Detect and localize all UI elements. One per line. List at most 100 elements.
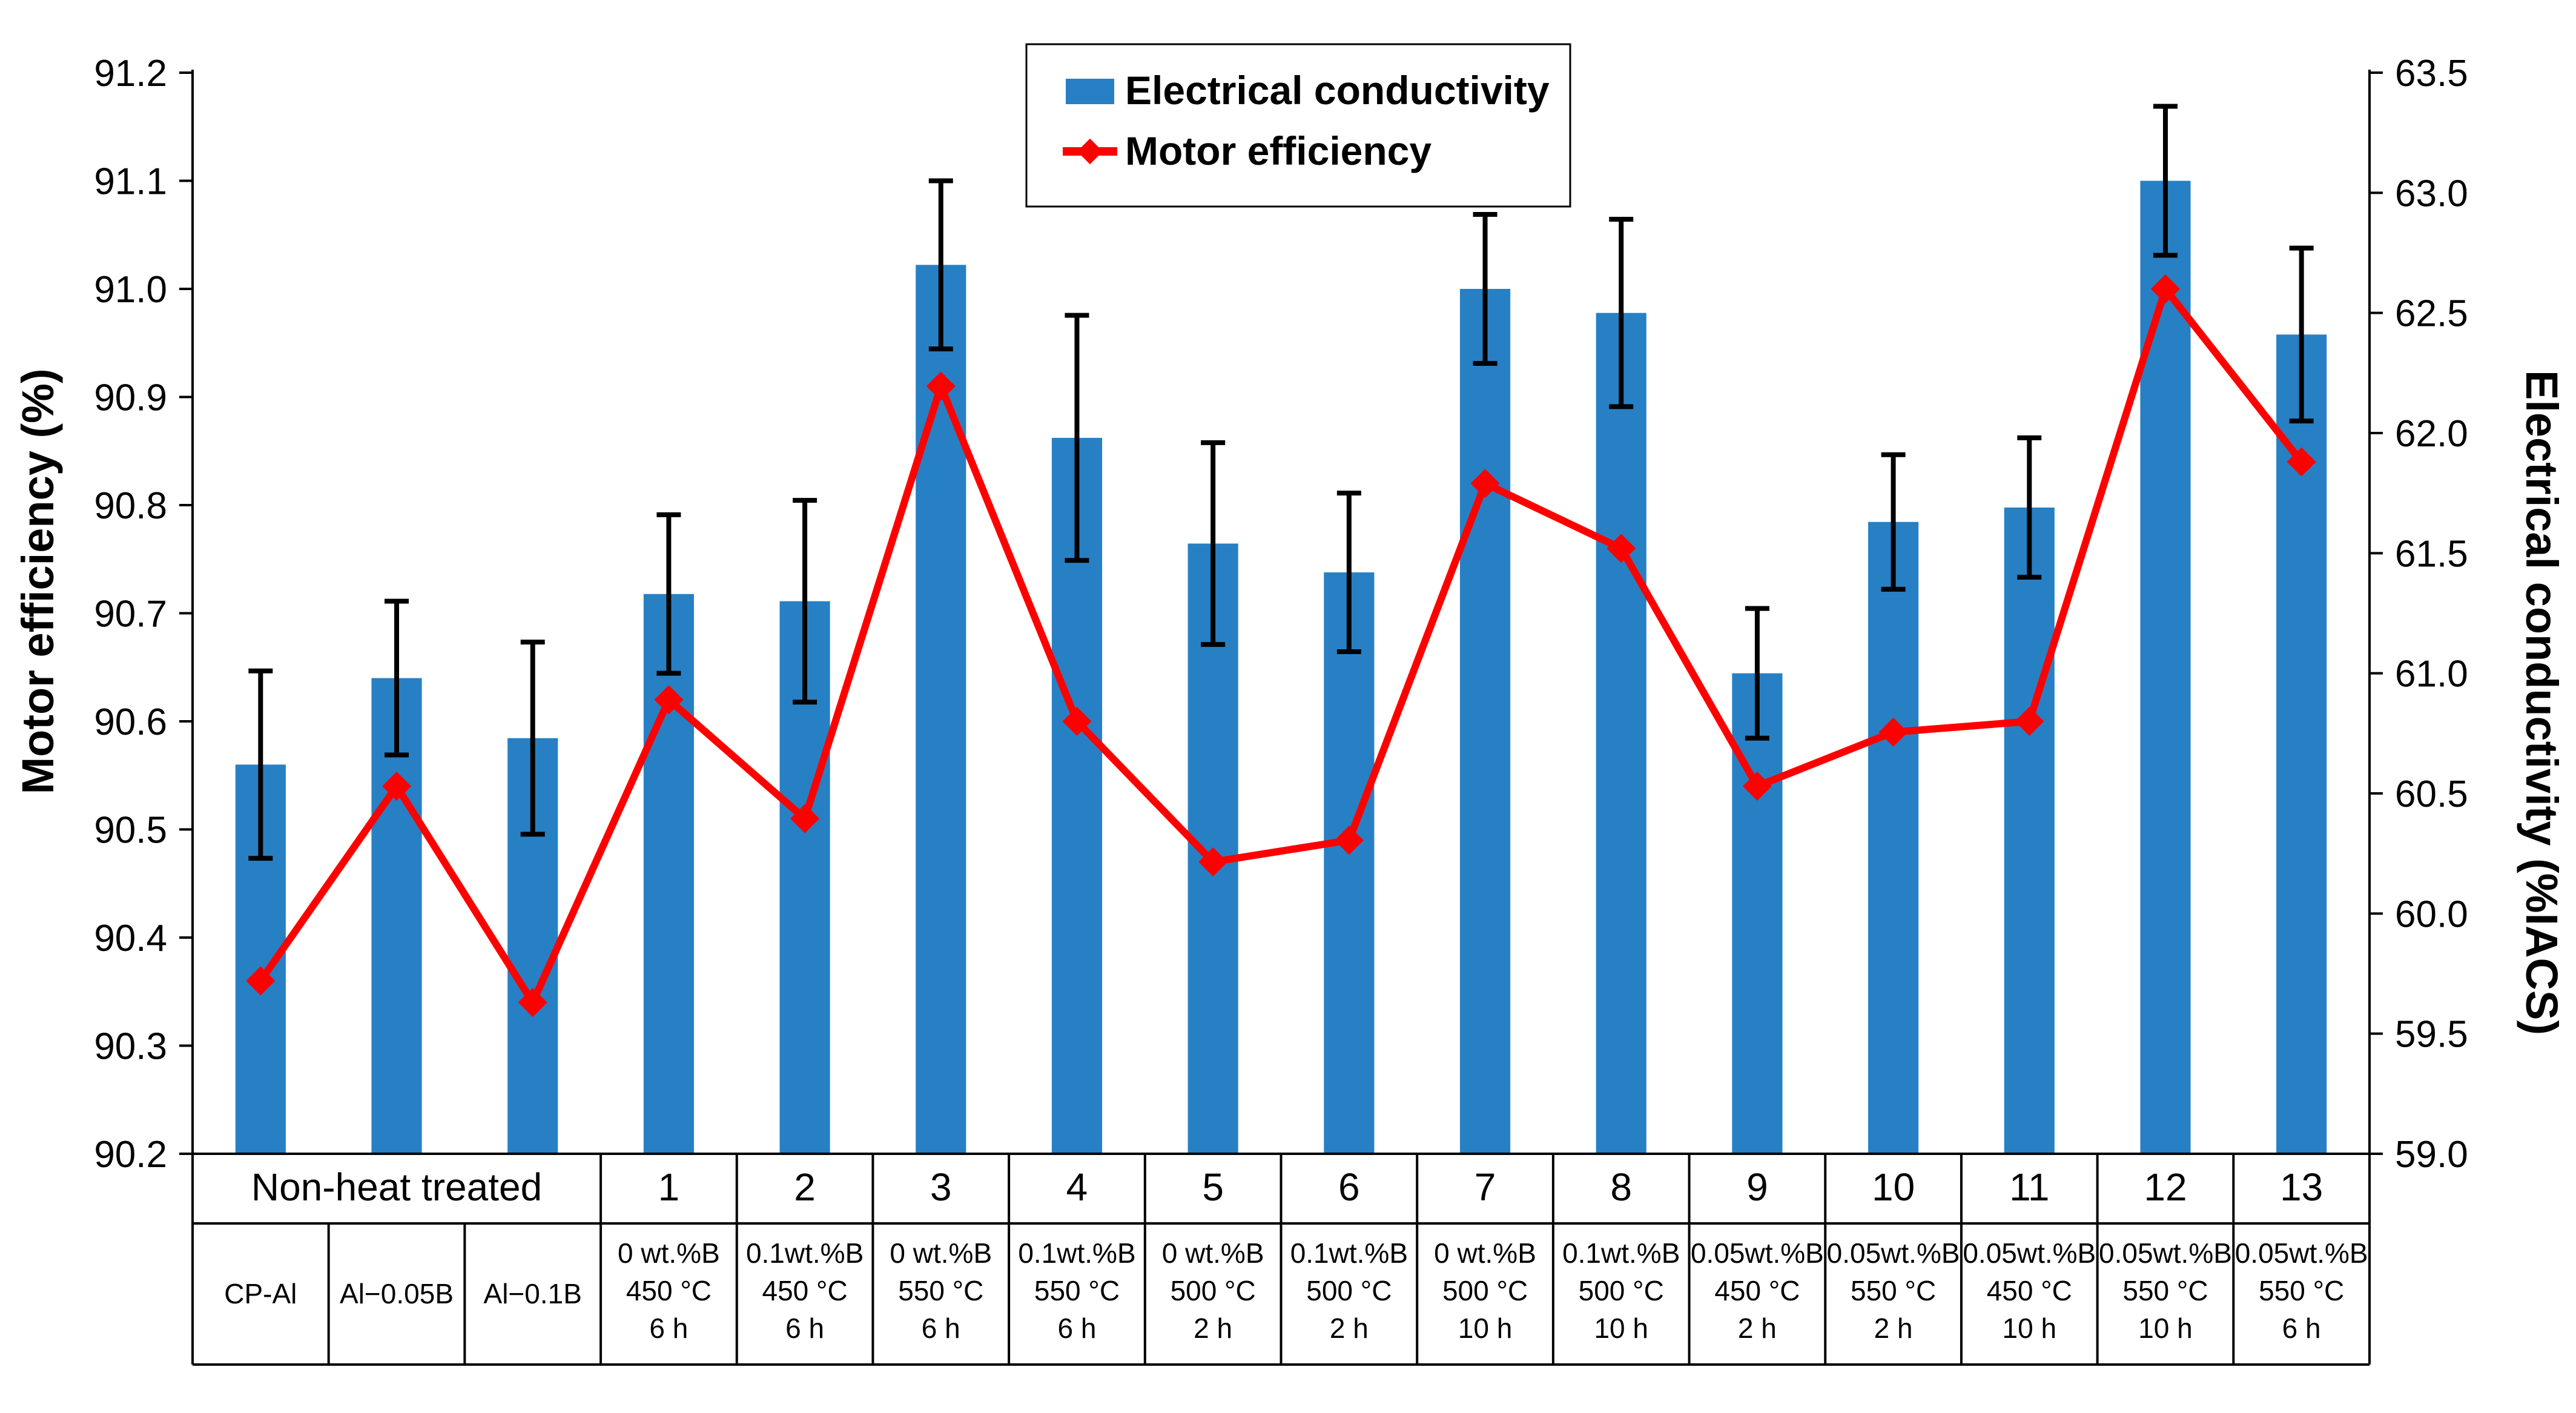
condition-label: 6 h (922, 1312, 960, 1344)
condition-label: 10 h (1458, 1312, 1513, 1344)
efficiency-point (1470, 469, 1500, 498)
condition-label: 450 °C (1714, 1275, 1800, 1306)
sample-number-label: 6 (1338, 1165, 1360, 1209)
legend-box (1025, 43, 1571, 208)
condition-label: 10 h (1594, 1312, 1648, 1344)
sample-number-label: 7 (1475, 1165, 1496, 1209)
condition-label: 0.05wt.%B (2099, 1237, 2232, 1269)
right-tick-label: 60.0 (2395, 893, 2468, 935)
right-tick-label: 59.5 (2395, 1014, 2468, 1056)
condition-label: 0.05wt.%B (1963, 1237, 2096, 1269)
conductivity-bar (643, 594, 694, 1154)
condition-label: 500 °C (1579, 1275, 1664, 1306)
efficiency-point (2015, 706, 2044, 736)
efficiency-point (1742, 772, 1772, 801)
left-tick-label: 90.7 (94, 594, 167, 635)
legend-diamond-marker (1077, 138, 1103, 165)
sample-number-label: 5 (1202, 1165, 1224, 1209)
left-tick-label: 90.4 (94, 918, 167, 959)
sample-number-label: 10 (1872, 1165, 1915, 1209)
condition-label: 550 °C (898, 1275, 983, 1306)
left-tick-label: 91.2 (94, 53, 167, 94)
alloy-label: Al−0.05B (340, 1278, 454, 1309)
condition-label: 550 °C (1034, 1275, 1120, 1306)
left-tick-label: 90.6 (94, 701, 167, 743)
left-tick-label: 91.0 (94, 269, 167, 311)
condition-label: 0.1wt.%B (1018, 1237, 1135, 1269)
sample-number-label: 9 (1746, 1165, 1768, 1209)
sample-number-label: 3 (930, 1165, 952, 1209)
condition-label: 10 h (2003, 1312, 2057, 1344)
condition-label: 550 °C (2259, 1275, 2344, 1306)
condition-label: 0.05wt.%B (1827, 1237, 1960, 1269)
right-tick-label: 62.5 (2395, 293, 2468, 335)
right-tick-label: 60.5 (2395, 773, 2468, 815)
bars-layer (235, 180, 2327, 1154)
sample-number-label: 12 (2144, 1165, 2187, 1209)
condition-label: 10 h (2138, 1312, 2193, 1344)
conductivity-bar (1596, 313, 1646, 1154)
condition-label: 0 wt.%B (1162, 1237, 1264, 1269)
condition-label: 450 °C (762, 1275, 848, 1306)
condition-label: 450 °C (1987, 1275, 2072, 1306)
conductivity-bar (2004, 507, 2055, 1154)
left-tick-label: 90.3 (94, 1026, 167, 1068)
sample-number-label: 2 (794, 1165, 816, 1209)
left-tick-label: 90.5 (94, 810, 167, 852)
right-tick-label: 59.0 (2395, 1134, 2468, 1176)
condition-label: 450 °C (626, 1275, 712, 1306)
right-tick-label: 61.5 (2395, 533, 2468, 575)
efficiency-point (2150, 274, 2181, 304)
conductivity-bar (1732, 673, 1783, 1154)
condition-label: 0.1wt.%B (1562, 1237, 1680, 1269)
condition-label: 0 wt.%B (618, 1237, 720, 1269)
condition-label: 0.05wt.%B (1691, 1237, 1824, 1269)
efficiency-point (1607, 534, 1636, 563)
right-tick-label: 63.5 (2395, 53, 2468, 94)
legend-label-efficiency: Motor efficiency (1125, 128, 1432, 173)
axes-layer: 90.2 90.3 90.4 90.5 90.6 90.7 90.8 90.9 91.0 91.1… (94, 53, 2468, 1176)
condition-label: 500 °C (1171, 1275, 1256, 1306)
legend-bar-swatch (1066, 79, 1114, 104)
condition-label: 0 wt.%B (1434, 1237, 1536, 1269)
legend-label-conductivity: Electrical conductivity (1125, 68, 1550, 113)
efficiency-point (1334, 826, 1364, 855)
sample-number-label: 8 (1610, 1165, 1632, 1209)
right-tick-label: 61.0 (2395, 654, 2468, 695)
alloy-label: Al−0.1B (484, 1278, 582, 1309)
condition-label: 500 °C (1442, 1275, 1528, 1306)
sample-number-label: 4 (1066, 1165, 1088, 1209)
condition-label: 0 wt.%B (890, 1237, 992, 1269)
right-axis-title: Electrical conductivity (%IACS) (2517, 370, 2567, 1035)
condition-label: 550 °C (1851, 1275, 1936, 1306)
condition-label: 2 h (1874, 1312, 1913, 1344)
sample-number-label: 11 (2009, 1165, 2049, 1209)
conductivity-bar (1459, 289, 1511, 1154)
left-tick-label: 90.8 (94, 485, 167, 527)
condition-label: 6 h (649, 1312, 688, 1344)
alloy-label: CP-Al (224, 1278, 297, 1309)
condition-label: 550 °C (2122, 1275, 2208, 1306)
condition-label: 500 °C (1306, 1275, 1392, 1306)
conductivity-bar (1324, 572, 1375, 1154)
left-axis-title: Motor efficiency (%) (13, 368, 63, 794)
efficiency-line (257, 285, 2305, 1007)
error-bars-layer (248, 104, 2314, 861)
condition-label: 0.05wt.%B (2235, 1237, 2368, 1269)
sample-number-label: 1 (658, 1165, 680, 1209)
condition-label: 2 h (1194, 1312, 1232, 1344)
condition-label: 6 h (2282, 1312, 2321, 1344)
condition-label: 6 h (1057, 1312, 1096, 1344)
left-tick-label: 90.9 (94, 377, 167, 419)
sample-number-label: 13 (2280, 1165, 2323, 1209)
conductivity-bar (2140, 180, 2191, 1154)
right-tick-label: 63.0 (2395, 173, 2468, 214)
conductivity-bar (916, 265, 966, 1154)
legend: Electrical conductivity Motor efficiency (1025, 43, 1571, 208)
left-tick-label: 91.1 (94, 161, 167, 203)
condition-label: 2 h (1330, 1312, 1369, 1344)
conductivity-bar (1868, 521, 1919, 1154)
condition-label: 6 h (785, 1312, 824, 1344)
